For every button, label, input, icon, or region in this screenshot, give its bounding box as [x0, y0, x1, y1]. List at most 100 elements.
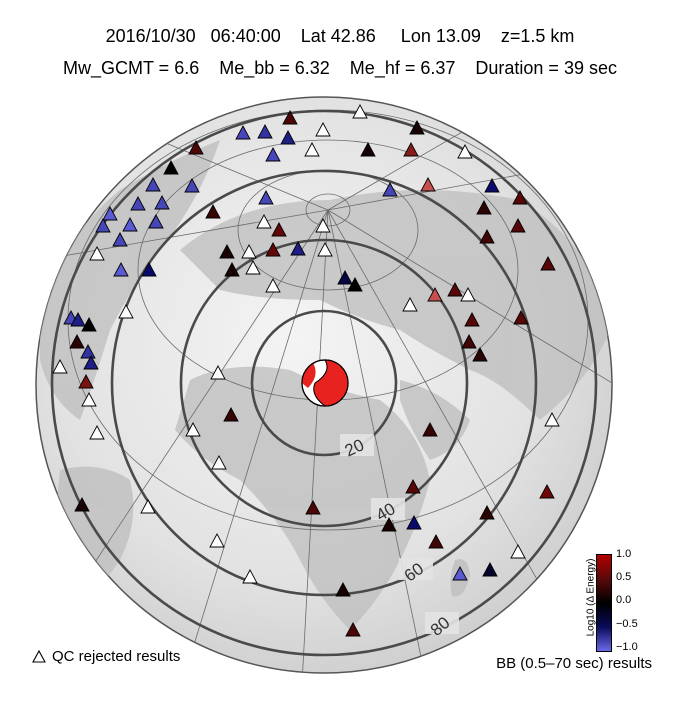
station-marker: [112, 232, 128, 247]
station-marker: [422, 422, 438, 437]
station-marker: [102, 206, 118, 221]
station-rejected-marker: [315, 218, 331, 233]
station-rejected-marker: [52, 359, 68, 374]
station-marker: [290, 241, 306, 256]
station-marker: [476, 200, 492, 215]
colorbar-tick: −0.5: [616, 618, 638, 630]
colorbar-tick: 0.5: [616, 571, 632, 583]
station-marker: [510, 218, 526, 233]
station-marker: [148, 214, 164, 229]
station-markers: [52, 104, 560, 637]
station-marker: [74, 497, 90, 512]
station-marker: [405, 479, 421, 494]
focal-mechanism-beachball: [301, 359, 349, 407]
station-rejected-marker: [256, 214, 272, 229]
station-marker: [381, 517, 397, 532]
colorbar-gradient: [596, 554, 612, 652]
colorbar-tick: 0.0: [616, 594, 632, 606]
station-marker: [479, 229, 495, 244]
colorbar-title: Log10 (Δ Energy): [585, 558, 597, 637]
station-marker: [113, 262, 129, 277]
station-marker: [406, 515, 422, 530]
station-rejected-marker: [89, 425, 105, 440]
station-marker: [130, 196, 146, 211]
distance-ring-20: [250, 309, 398, 457]
station-rejected-marker: [510, 544, 526, 559]
station-rejected-marker: [317, 242, 333, 257]
qc-rejected-legend: QC rejected results: [32, 648, 180, 665]
station-marker: [428, 534, 444, 549]
station-marker: [472, 347, 488, 362]
bb-results-label: BB (0.5–70 sec) results: [496, 655, 652, 672]
colorbar-tick: −1.0: [616, 641, 638, 653]
station-marker: [145, 177, 161, 192]
africa-landmass: [175, 366, 430, 630]
station-rejected-marker: [352, 104, 368, 119]
station-marker: [512, 190, 528, 205]
station-rejected-marker: [185, 422, 201, 437]
station-marker: [335, 582, 351, 597]
station-rejected-marker: [241, 244, 257, 259]
station-marker: [447, 282, 463, 297]
station-marker: [81, 317, 97, 332]
station-marker: [265, 147, 281, 162]
station-marker: [427, 287, 443, 302]
station-rejected-marker: [242, 569, 258, 584]
station-marker: [539, 484, 555, 499]
station-marker: [409, 120, 425, 135]
station-rejected-marker: [118, 304, 134, 319]
open-triangle-icon: [32, 649, 46, 663]
eurasia-landmass: [180, 190, 610, 420]
station-marker: [420, 177, 436, 192]
distance-rings: [50, 109, 598, 657]
energy-colorbar: Log10 (Δ Energy) 1.0 0.5 0.0 −0.5 −1.0: [572, 548, 652, 658]
station-rejected-marker: [402, 297, 418, 312]
station-marker: [258, 190, 274, 205]
station-marker: [184, 178, 200, 193]
station-marker: [95, 218, 111, 233]
station-marker: [223, 407, 239, 422]
station-marker: [513, 310, 529, 325]
station-rejected-marker: [245, 260, 261, 275]
station-marker: [70, 312, 86, 327]
station-rejected-marker: [211, 455, 227, 470]
distance-ring-40: [179, 238, 469, 528]
station-rejected-marker: [457, 144, 473, 159]
station-marker: [479, 505, 495, 520]
station-marker: [122, 217, 138, 232]
ring-labels: 20 40 60 80: [340, 434, 459, 640]
station-marker: [360, 142, 376, 157]
station-marker: [154, 195, 170, 210]
station-marker: [337, 270, 353, 285]
station-marker: [224, 262, 240, 277]
station-marker: [305, 500, 321, 515]
station-marker: [282, 110, 298, 125]
station-rejected-marker: [544, 412, 560, 427]
station-marker: [382, 182, 398, 197]
station-marker: [219, 244, 235, 259]
event-info-line: 2016/10/30 06:40:00 Lat 42.86 Lon 13.09 …: [105, 26, 575, 46]
station-rejected-marker: [81, 392, 97, 407]
station-marker: [403, 142, 419, 157]
station-marker: [188, 140, 204, 155]
station-rejected-marker: [140, 499, 156, 514]
arabia-landmass: [400, 380, 470, 460]
station-marker: [83, 355, 99, 370]
station-rejected-marker: [304, 142, 320, 157]
station-marker: [452, 566, 468, 581]
station-marker: [464, 312, 480, 327]
station-marker: [235, 125, 251, 140]
colorbar-tick: 1.0: [616, 548, 632, 560]
station-marker: [271, 222, 287, 237]
station-marker: [163, 160, 179, 175]
station-marker: [482, 562, 498, 577]
station-marker: [69, 334, 85, 349]
station-marker: [78, 374, 94, 389]
station-marker: [80, 344, 96, 359]
station-marker: [280, 130, 296, 145]
magnitude-info-line: Mw_GCMT = 6.6 Me_bb = 6.32 Me_hf = 6.37 …: [63, 58, 617, 78]
station-rejected-marker: [210, 365, 226, 380]
station-rejected-marker: [209, 533, 225, 548]
station-marker: [347, 277, 363, 292]
